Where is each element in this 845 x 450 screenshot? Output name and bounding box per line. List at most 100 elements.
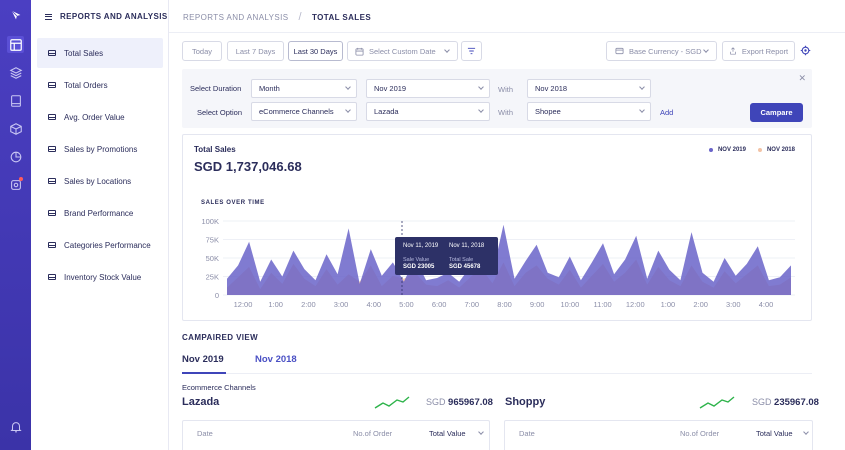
sidebar-item-label: Brand Performance	[64, 208, 134, 218]
column-total-value[interactable]: Total Value	[429, 429, 466, 438]
y-tick-label: 100K	[201, 217, 219, 226]
option-label: Select Option	[197, 108, 243, 117]
list-icon	[48, 82, 56, 88]
sidebar-header: REPORTS AND ANALYSIS	[45, 12, 168, 21]
channel-b-value: Shopee	[535, 107, 561, 116]
amount-value: 965967.08	[448, 397, 493, 408]
today-button[interactable]: Today	[182, 41, 222, 61]
breadcrumb-separator: /	[298, 11, 302, 23]
sidebar-item-sales-by-locations[interactable]: Sales by Locations	[37, 166, 163, 196]
option-select[interactable]: eCommerce Channels	[251, 102, 357, 121]
shop-amount-lazada: SGD 965967.08	[426, 397, 493, 408]
compare-filter-panel: ✕ Select Duration Month Nov 2019 With No…	[182, 69, 812, 128]
list-icon	[48, 274, 56, 280]
tab-nov-2019[interactable]: Nov 2019	[182, 354, 224, 365]
y-tick-label: 25K	[206, 273, 219, 282]
total-sales-value: SGD 1,737,046.68	[194, 159, 302, 174]
custom-date-select[interactable]: Select Custom Date	[347, 41, 458, 61]
tab-nov-2018[interactable]: Nov 2018	[255, 354, 297, 365]
legend-item-nov-2018[interactable]: NOV 2018	[757, 147, 795, 153]
legend-dot	[708, 148, 713, 152]
currency-icon	[615, 47, 624, 55]
bell-icon[interactable]	[7, 418, 24, 435]
currency-label: Base Currency - SGD	[629, 46, 702, 56]
compared-view-title: CAMPAIRED VIEW	[182, 333, 259, 342]
notification-dot	[19, 177, 23, 181]
filter-icon	[467, 47, 476, 55]
sidebar-item-label: Sales by Promotions	[64, 144, 138, 154]
chart-card-title: Total Sales	[194, 145, 236, 154]
sidebar-item-inventory-stock-value[interactable]: Inventory Stock Value	[37, 262, 163, 292]
last-30-days-label: Last 30 Days	[293, 46, 338, 56]
settings-icon[interactable]	[7, 176, 24, 193]
brand-logo-icon[interactable]	[7, 6, 24, 23]
compare-button[interactable]: Campare	[750, 103, 803, 122]
x-tick-label: 11:00	[593, 300, 611, 309]
channel-b-select[interactable]: Shopee	[527, 102, 651, 121]
amount-value: 235967.08	[774, 397, 819, 408]
sidebar-item-categories-performance[interactable]: Categories Performance	[37, 230, 163, 260]
period-a-select[interactable]: Nov 2019	[366, 79, 490, 98]
pie-chart-icon[interactable]	[7, 148, 24, 165]
sidebar-item-brand-performance[interactable]: Brand Performance	[37, 198, 163, 228]
list-icon	[48, 114, 56, 120]
legend-label: NOV 2019	[717, 147, 746, 153]
column-date[interactable]: Date	[197, 429, 213, 438]
x-tick-label: 4:00	[759, 300, 774, 309]
layers-icon[interactable]	[7, 64, 24, 81]
settings-gear-icon[interactable]	[800, 45, 812, 57]
trend-sparkline-icon	[699, 396, 735, 409]
sidebar-item-total-sales[interactable]: Total Sales	[37, 38, 163, 68]
close-icon[interactable]: ✕	[798, 73, 806, 83]
chevron-down-icon	[478, 429, 484, 435]
legend-item-nov-2019[interactable]: NOV 2019	[708, 147, 746, 153]
sidebar-item-total-orders[interactable]: Total Orders	[37, 70, 163, 100]
icon-rail	[0, 0, 31, 450]
list-icon	[48, 146, 56, 152]
column-orders[interactable]: No.of Order	[353, 429, 393, 438]
chevron-down-icon	[444, 47, 450, 53]
column-date[interactable]: Date	[519, 429, 535, 438]
x-tick-label: 8:00	[497, 300, 512, 309]
duration-select[interactable]: Month	[251, 79, 357, 98]
list-icon	[48, 242, 56, 248]
export-report-button[interactable]: Export Report	[722, 41, 795, 61]
last-7-days-button[interactable]: Last 7 Days	[227, 41, 284, 61]
cube-icon[interactable]	[7, 120, 24, 137]
breadcrumb-current: TOTAL SALES	[311, 12, 372, 22]
series-area-nov-2019[interactable]	[227, 224, 791, 295]
add-link[interactable]: Add	[660, 108, 674, 117]
x-tick-label: 12:00	[234, 300, 253, 309]
breadcrumb-parent[interactable]: REPORTS AND ANALYSIS	[183, 12, 289, 22]
sales-over-time-chart[interactable]: 100K 75K 50K 25K 0 12:00 1:00 2:00 3:00 4:00 5:00 6…	[183, 135, 813, 322]
sidebar: REPORTS AND ANALYSIS Total Sales Total O…	[31, 0, 169, 450]
period-b-select[interactable]: Nov 2018	[527, 79, 651, 98]
currency-select[interactable]: Base Currency - SGD	[606, 41, 717, 61]
filter-button[interactable]	[461, 41, 482, 61]
period-a-value: Nov 2019	[374, 84, 407, 93]
tooltip-label-a: Sale Value	[403, 257, 430, 263]
sidebar-item-sales-by-promotions[interactable]: Sales by Promotions	[37, 134, 163, 164]
book-icon[interactable]	[7, 92, 24, 109]
column-orders[interactable]: No.of Order	[680, 429, 720, 438]
trend-sparkline-icon	[374, 396, 410, 409]
sidebar-item-avg-order-value[interactable]: Avg. Order Value	[37, 102, 163, 132]
export-report-label: Export Report	[741, 46, 789, 56]
x-tick-label: 1:00	[268, 300, 283, 309]
tooltip-label-b: Total Sale	[449, 257, 474, 263]
x-tick-label: 3:00	[334, 300, 349, 309]
currency-code: SGD	[752, 397, 772, 407]
x-tick-label: 7:00	[465, 300, 480, 309]
layout-icon[interactable]	[7, 36, 24, 53]
breadcrumb: REPORTS AND ANALYSIS / TOTAL SALES	[183, 11, 371, 23]
main-content: REPORTS AND ANALYSIS / TOTAL SALES Today…	[169, 0, 845, 450]
tooltip-value-b: SGD 45678	[449, 264, 481, 270]
column-total-value[interactable]: Total Value	[756, 429, 793, 438]
x-tick-label: 2:00	[693, 300, 708, 309]
last-30-days-button[interactable]: Last 30 Days	[288, 41, 343, 61]
menu-icon[interactable]	[45, 13, 52, 20]
x-tick-label: 4:00	[366, 300, 381, 309]
channel-a-select[interactable]: Lazada	[366, 102, 490, 121]
shop-name-lazada: Lazada	[182, 396, 220, 408]
chevron-down-icon	[478, 84, 484, 90]
